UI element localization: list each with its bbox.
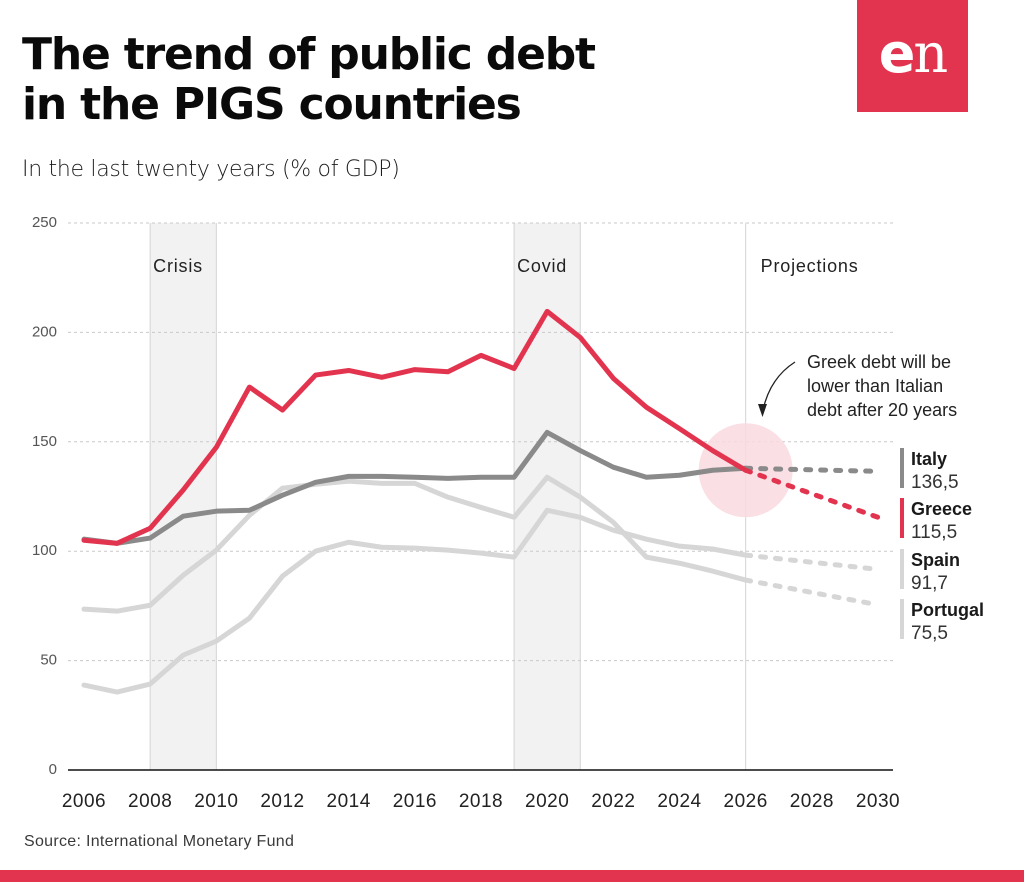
legend-name-portugal: Portugal xyxy=(911,600,984,620)
y-tick-label: 200 xyxy=(32,323,57,340)
x-tick-label: 2024 xyxy=(657,791,701,812)
x-tick-label: 2006 xyxy=(62,791,106,812)
x-axis-ticks: 2006 2008 2010 2012 2014 2016 2018 2020 2022 2024… xyxy=(62,791,900,812)
annotation: Greek debt will be lower than Italian debt… xyxy=(758,352,957,420)
y-tick-label: 100 xyxy=(32,542,57,559)
legend-value-greece: 115,5 xyxy=(911,522,957,543)
legend-name-greece: Greece xyxy=(911,499,972,519)
arrowhead-icon xyxy=(758,404,767,417)
y-tick-label: 150 xyxy=(32,433,57,450)
x-tick-label: 2022 xyxy=(591,791,635,812)
legend-value-italy: 136,5 xyxy=(911,472,959,493)
line-portugal xyxy=(81,474,749,614)
logo-text: en xyxy=(878,22,948,85)
annotation-text-line: Greek debt will be xyxy=(807,352,951,372)
x-tick-label: 2008 xyxy=(128,791,172,812)
title-line-2: in the PIGS countries xyxy=(22,79,522,130)
legend-value-spain: 91,7 xyxy=(911,573,948,594)
line-greece xyxy=(81,308,749,546)
annotation-text-line: debt after 20 years xyxy=(807,400,957,420)
y-tick-label: 50 xyxy=(40,652,57,669)
y-axis-ticks: 0 50 100 150 200 250 xyxy=(32,214,57,778)
y-tick-label: 0 xyxy=(49,761,57,778)
x-tick-label: 2026 xyxy=(724,791,768,812)
projection-line-spain xyxy=(743,552,881,572)
band-covid xyxy=(514,223,581,770)
projection-label: Projections xyxy=(761,256,859,276)
legend-name-spain: Spain xyxy=(911,550,960,570)
chart-title: The trend of public debt in the PIGS cou… xyxy=(22,29,596,130)
band-crisis xyxy=(150,223,217,770)
shaded-bands: Crisis Covid xyxy=(149,223,581,770)
legend-swatch-portugal xyxy=(900,599,904,639)
projection-line-italy xyxy=(743,465,881,474)
source-note: Source: International Monetary Fund xyxy=(24,833,295,850)
chart-subtitle: In the last twenty years (% of GDP) xyxy=(22,157,400,182)
brand-logo: en xyxy=(857,0,968,112)
x-tick-label: 2018 xyxy=(459,791,503,812)
legend: Italy 136,5 Greece 115,5 Spain 91,7 Portugal 75… xyxy=(900,448,984,644)
annotation-arrow xyxy=(762,361,796,411)
line-italy xyxy=(81,429,749,546)
x-tick-label: 2014 xyxy=(327,791,371,812)
bottom-brand-bar xyxy=(0,870,1024,882)
x-tick-label: 2012 xyxy=(260,791,304,812)
line-spain xyxy=(81,507,749,695)
legend-value-portugal: 75,5 xyxy=(911,623,948,644)
x-tick-label: 2030 xyxy=(856,791,900,812)
legend-swatch-italy xyxy=(900,448,904,488)
x-tick-label: 2016 xyxy=(393,791,437,812)
series-lines xyxy=(81,308,881,695)
legend-swatch-spain xyxy=(900,549,904,589)
y-tick-label: 250 xyxy=(32,214,57,231)
x-tick-label: 2010 xyxy=(194,791,238,812)
annotation-text-line: lower than Italian xyxy=(807,376,943,396)
projection-line-portugal xyxy=(743,577,881,608)
title-line-1: The trend of public debt xyxy=(22,29,596,80)
x-tick-label: 2028 xyxy=(790,791,834,812)
band-label-crisis: Crisis xyxy=(153,256,203,276)
legend-swatch-greece xyxy=(900,498,904,538)
legend-name-italy: Italy xyxy=(911,449,947,469)
x-tick-label: 2020 xyxy=(525,791,569,812)
band-label-covid: Covid xyxy=(517,256,567,276)
